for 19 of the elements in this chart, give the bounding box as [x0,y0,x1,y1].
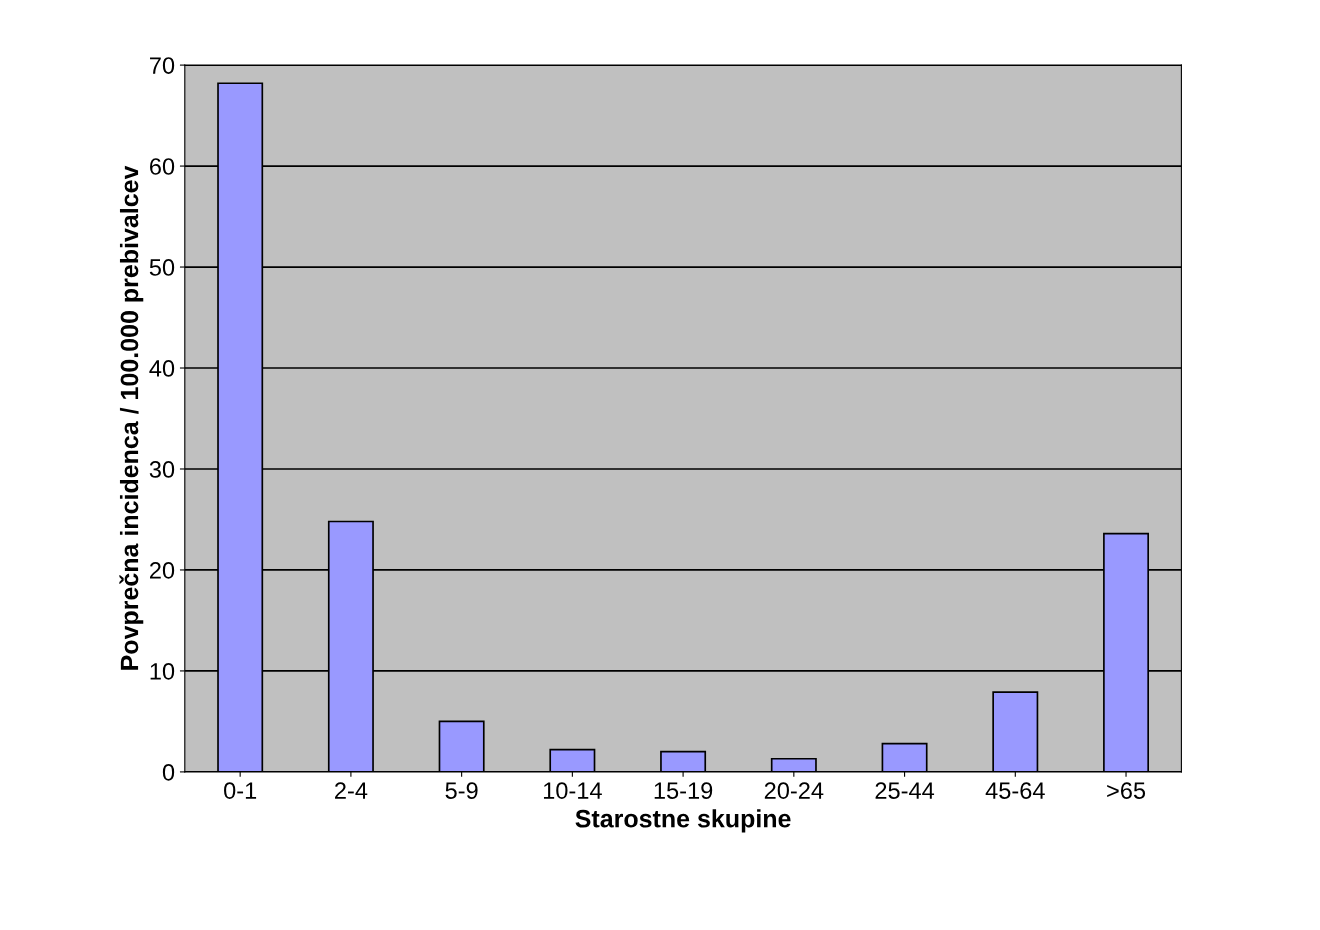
x-tick-label: 45-64 [985,782,1045,799]
x-tick-label: 2-4 [335,782,368,799]
y-tick-label: 0 [162,763,175,781]
y-tick-label: 70 [150,57,175,74]
y-tick-label: 20 [150,562,175,579]
x-tick-label: >65 [1107,782,1146,799]
x-tick-label: 25-44 [875,782,935,799]
x-axis-title: Starostne skupine [575,809,791,833]
y-axis-title: Povprečna incidenca / 100.000 prebivalcev [119,165,144,670]
y-tick-label: 60 [150,158,175,175]
x-tick-label: 0-1 [224,782,257,799]
y-tick-label: 50 [149,259,175,276]
x-tick-label: 20-24 [764,782,824,799]
x-tick-label: 15-19 [654,782,713,799]
x-tick-label: 5-9 [445,782,478,799]
y-tick-label: 30 [149,461,175,478]
y-tick-label: 10 [150,663,175,680]
x-tick-label: 10-14 [543,782,602,799]
y-tick-label: 40 [149,360,175,377]
